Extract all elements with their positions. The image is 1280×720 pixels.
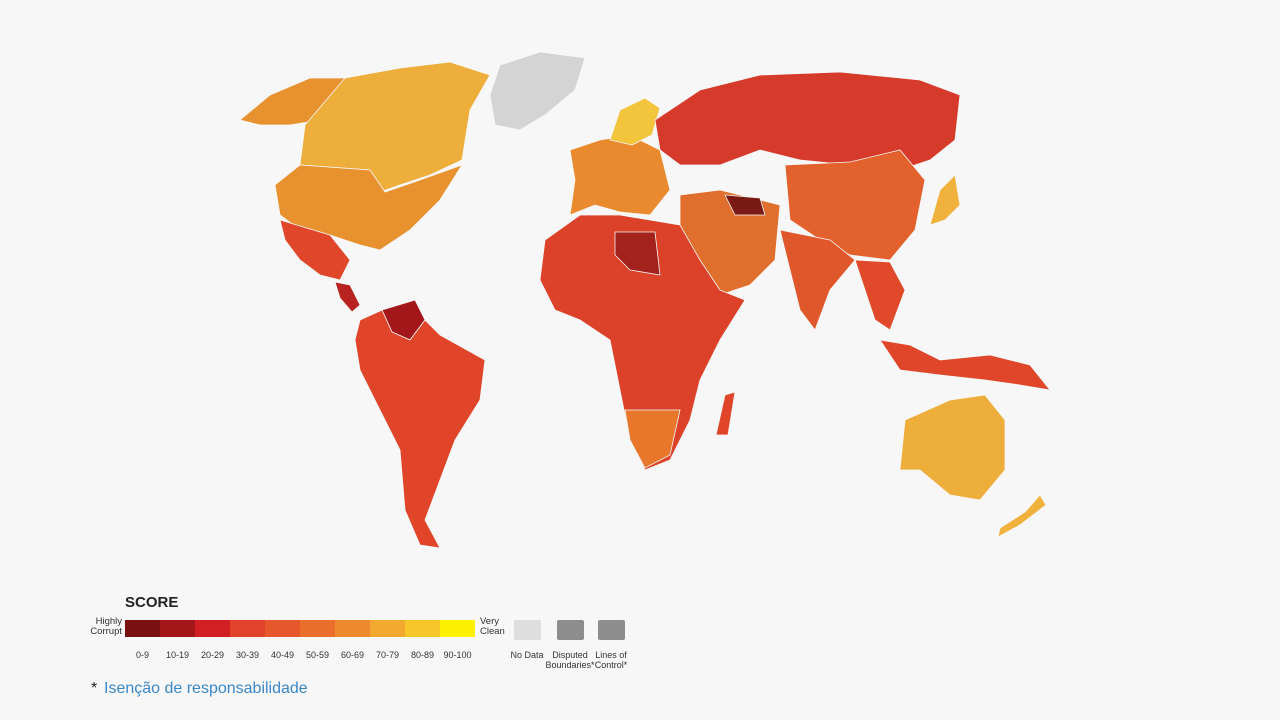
legend-scale: 0-9 10-19 20-29 30-39 40-49 50-59 60-69 70-79 80… xyxy=(125,620,475,660)
legend-swatch: 30-39 xyxy=(230,620,265,660)
legend-swatch: 70-79 xyxy=(370,620,405,660)
world-map xyxy=(239,51,1051,549)
no-data-label: No Data xyxy=(510,650,544,660)
footer-marker: * xyxy=(91,680,98,697)
legend-range-label: 40-49 xyxy=(270,650,295,660)
australia xyxy=(899,394,1006,501)
china xyxy=(784,149,926,261)
legend-swatch: 50-59 xyxy=(300,620,335,660)
lines-of-control-swatch xyxy=(598,620,625,640)
legend-range-label: 0-9 xyxy=(135,650,149,660)
legend-low-label: Highly Corrupt xyxy=(90,616,122,637)
central-asia xyxy=(724,194,766,216)
legend-swatch: 0-9 xyxy=(125,620,160,660)
disclaimer-link[interactable]: Isenção de responsabilidade xyxy=(104,680,308,697)
legend-high-label: Very Clean xyxy=(480,616,505,637)
legend-range-label: 20-29 xyxy=(200,650,225,660)
indonesia xyxy=(879,339,1051,391)
southeast-asia xyxy=(854,259,906,331)
legend-swatch: 10-19 xyxy=(160,620,195,660)
disputed-label: Disputed Boundaries* xyxy=(545,650,595,670)
legend-swatch: 40-49 xyxy=(265,620,300,660)
new-zealand xyxy=(997,494,1047,538)
india xyxy=(779,229,856,331)
japan xyxy=(929,174,961,226)
legend-range-label: 60-69 xyxy=(340,650,365,660)
legend-swatch: 90-100 xyxy=(440,620,475,660)
legend-title: SCORE xyxy=(125,594,179,611)
russia xyxy=(654,71,961,171)
legend-swatch: 60-69 xyxy=(335,620,370,660)
disputed-swatch xyxy=(557,620,584,640)
africa xyxy=(539,214,746,471)
greenland xyxy=(489,51,586,131)
southern-africa xyxy=(624,409,681,469)
legend-range-label: 90-100 xyxy=(443,650,472,660)
legend-range-label: 50-59 xyxy=(305,650,330,660)
legend-swatch: 20-29 xyxy=(195,620,230,660)
legend-range-label: 30-39 xyxy=(235,650,260,660)
legend-range-label: 70-79 xyxy=(375,650,400,660)
legend-range-label: 10-19 xyxy=(165,650,190,660)
madagascar xyxy=(715,391,736,436)
legend-swatch: 80-89 xyxy=(405,620,440,660)
libya xyxy=(614,231,661,276)
no-data-swatch xyxy=(514,620,541,640)
mexico xyxy=(279,219,351,281)
legend-range-label: 80-89 xyxy=(410,650,435,660)
lines-of-control-label: Lines of Control* xyxy=(594,650,628,670)
usa xyxy=(274,164,463,251)
scandinavia xyxy=(609,97,661,146)
europe xyxy=(569,134,671,216)
central-america xyxy=(334,281,361,313)
south-america xyxy=(354,309,486,549)
